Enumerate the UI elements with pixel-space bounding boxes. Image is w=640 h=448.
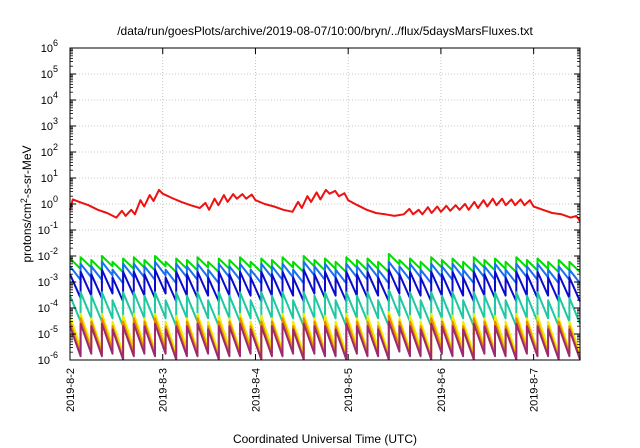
- series-line-7: [69, 320, 581, 361]
- y-tick-label: 102: [41, 142, 58, 159]
- x-tick-label: 2019-8-7: [529, 368, 541, 412]
- y-tick-label: 103: [41, 116, 58, 133]
- y-axis-title: protons/cm2-s-sr-MeV: [19, 145, 34, 262]
- y-tick-label: 104: [41, 90, 58, 107]
- x-axis-title: Coordinated Universal Time (UTC): [233, 432, 417, 446]
- x-tick-label: 2019-8-6: [436, 368, 448, 412]
- y-tick-label: 10-2: [38, 246, 58, 263]
- y-tick-label: 10-4: [38, 298, 58, 315]
- x-tick-label: 2019-8-4: [250, 368, 262, 412]
- y-tick-label: 10-6: [38, 350, 58, 367]
- x-tick-label: 2019-8-3: [158, 368, 170, 412]
- y-tick-label: 10-3: [38, 272, 58, 289]
- y-tick-label: 106: [41, 38, 58, 55]
- x-tick-label: 2019-8-5: [343, 368, 355, 412]
- y-tick-labels: 10-6 10-5 10-4 10-3 10-2 10-1 100 101 102 103 104 1…: [38, 38, 58, 367]
- axis-ticks: [69, 47, 580, 361]
- y-tick-label: 10-5: [38, 324, 58, 341]
- y-tick-label: 10-1: [38, 220, 58, 237]
- x-tick-labels: 2019-8-2 2019-8-3 2019-8-4 2019-8-5 2019-8-6…: [65, 368, 541, 412]
- x-tick-label: 2019-8-2: [65, 368, 77, 412]
- chart-title: /data/run/goesPlots/archive/2019-08-07/1…: [117, 24, 533, 38]
- y-tick-label: 105: [41, 64, 58, 81]
- y-tick-label: 100: [41, 194, 58, 211]
- data-series: [69, 188, 581, 361]
- series-line-0: [69, 188, 581, 222]
- y-tick-label: 101: [41, 168, 58, 185]
